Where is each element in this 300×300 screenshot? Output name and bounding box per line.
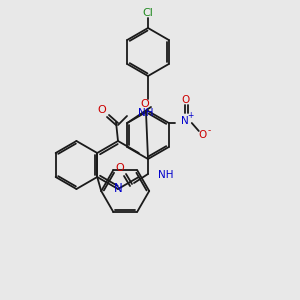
Text: NH: NH — [158, 170, 173, 180]
Text: O: O — [182, 95, 190, 105]
Text: N: N — [181, 116, 189, 126]
Text: -: - — [207, 127, 210, 136]
Text: +: + — [188, 112, 194, 121]
Text: O: O — [98, 105, 106, 115]
Text: NH: NH — [138, 108, 154, 118]
Text: Cl: Cl — [142, 8, 153, 18]
Text: O: O — [199, 130, 207, 140]
Text: O: O — [116, 163, 124, 173]
Text: O: O — [141, 99, 149, 109]
Text: N: N — [114, 182, 122, 196]
